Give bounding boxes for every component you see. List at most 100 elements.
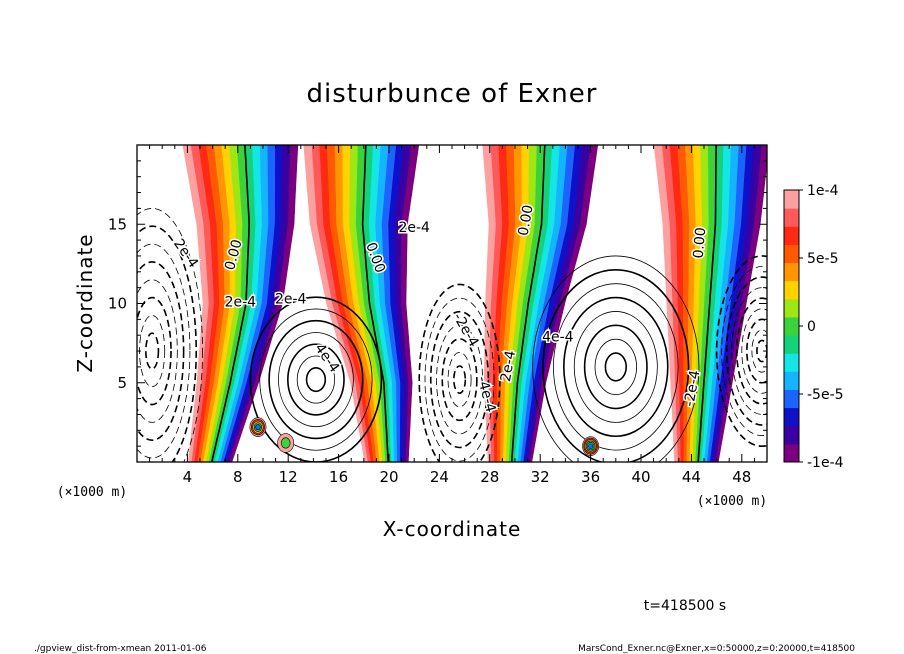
positive-blobs (249, 417, 600, 456)
x-tick-label-16: 16 (329, 468, 348, 486)
negative-cell-left-ring-1 (145, 332, 160, 370)
zero-contour-3 (510, 145, 546, 462)
x-tick-label-40: 40 (631, 468, 650, 486)
negative-cell-mid-ring-3 (441, 338, 478, 422)
negative-cell-left-ring-6 (137, 243, 191, 459)
colorbar-segment-10 (784, 280, 799, 300)
plume-4-band-15 (653, 145, 678, 462)
negative-cell-right-ring-5 (735, 297, 767, 405)
negative-cell-mid-ring-6 (424, 297, 495, 462)
negative-cell-right-ring-4 (741, 308, 767, 394)
colorbar-tick-label-3: 0 (807, 319, 816, 335)
y-tick-label-15: 15 (108, 215, 127, 233)
y-tick-label-5: 5 (117, 374, 127, 392)
positive-cell-b-ring-7 (542, 269, 690, 462)
negative-cell-right-ring-8 (721, 266, 767, 436)
x-axis: 4 8 12 16 20 24 28 32 36 40 44 48 (149, 145, 755, 486)
negative-cell-mid-ring-2 (447, 352, 472, 408)
zero-contour-2 (361, 145, 389, 462)
blob-3-level-2 (280, 437, 291, 449)
plot-area: 0.00 0.000.000.002e-44e-42e-4-2e-4-4e-42e… (137, 145, 767, 462)
plume-2-band-15 (303, 145, 368, 462)
colorbar: 1e-4 5e-5 0 -5e-5 -1e-4 (783, 183, 844, 471)
x-tick-label-32: 32 (531, 468, 550, 486)
x-unit-label-left: (×1000 m) (57, 485, 127, 500)
y-tick-label-10: 10 (108, 295, 127, 313)
x-tick-label-20: 20 (379, 468, 398, 486)
contour-labels: 0.00 0.000.000.002e-44e-42e-4-2e-4-4e-42e… (169, 202, 711, 416)
y-axis-label: Z-coordinate (73, 233, 97, 372)
x-tick-label-4: 4 (183, 468, 193, 486)
negative-cell-mid-ring-5 (429, 310, 490, 449)
x-tick-label-48: 48 (732, 468, 751, 486)
colorbar-segment-15 (784, 190, 799, 209)
x-tick-label-28: 28 (480, 468, 499, 486)
positive-cell-a-ring-5 (268, 319, 364, 440)
x-tick-label-44: 44 (682, 468, 701, 486)
time-label: t=418500 s (644, 598, 726, 614)
contour-label-14: 2e-4 (398, 220, 430, 236)
negative-cell-right-ring-2 (751, 329, 767, 373)
negative-cell-right-ring-7 (725, 276, 767, 426)
contour-label-13: 2e-4 (225, 295, 257, 311)
chart-title: disturbunce of Exner (307, 79, 598, 109)
x-tick-label-24: 24 (430, 468, 449, 486)
colorbar-tick-label-1: 1e-4 (807, 183, 839, 199)
footer-right: MarsCond_Exner.nc@Exner,x=0:50000,z=0:20… (578, 644, 855, 654)
x-unit-label-right: (×1000 m) (697, 494, 767, 509)
negative-cell-right-ring-9 (715, 255, 767, 447)
positive-cell-b-ring-8 (532, 255, 700, 462)
positive-cell-a-ring-1 (305, 367, 327, 393)
negative-cell-left-ring-8 (137, 208, 203, 462)
positive-cell-a-ring-4 (278, 332, 354, 428)
negative-cell-left-ring-5 (137, 261, 185, 441)
positive-cell-b-ring-6 (553, 283, 679, 451)
contour-lines (137, 208, 767, 462)
plume-3-band-15 (482, 145, 496, 462)
x-tick-label-36: 36 (581, 468, 600, 486)
negative-cell-left-ring-7 (137, 225, 198, 462)
x-tick-label-12: 12 (279, 468, 298, 486)
blob-2-level-6 (588, 443, 593, 449)
negative-cell-mid-ring-4 (436, 324, 483, 435)
colorbar-tick-label-2: 5e-5 (807, 251, 838, 267)
contour-label-11: 4e-4 (542, 330, 574, 346)
y-axis: 5 10 15 (108, 160, 767, 447)
contour-label-4: 0.00 (691, 227, 710, 259)
footer-left: ./gpview_dist-from-xmean 2011-01-06 (34, 644, 207, 654)
negative-cell-left-ring-3 (137, 296, 172, 406)
colorbar-segment-6 (784, 353, 799, 372)
colorbar-segment-5 (784, 371, 799, 390)
negative-cell-mid-ring-7 (418, 283, 501, 462)
colorbar-segment-11 (784, 262, 799, 282)
positive-cell-b-ring-3 (583, 324, 648, 410)
colorbar-segment-12 (784, 244, 799, 264)
negative-cell-right-ring-1 (756, 339, 767, 363)
positive-cell-b-ring-4 (573, 311, 658, 423)
plume-1-band-15 (182, 145, 209, 462)
colorbar-tick-label-5: -1e-4 (807, 455, 844, 471)
negative-cell-mid-ring-1 (452, 365, 467, 394)
positive-cell-b-ring-5 (563, 296, 669, 438)
positive-cell-a-ring-2 (296, 355, 336, 404)
colorbar-segment-8 (784, 316, 799, 336)
x-tick-label-8: 8 (233, 468, 243, 486)
colorbar-segment-3 (784, 407, 799, 427)
colorbar-segment-13 (784, 226, 799, 245)
positive-cell-b-ring-1 (604, 352, 627, 382)
negative-cell-left-ring-4 (137, 279, 178, 423)
colorbar-tick-label-4: -5e-5 (807, 387, 844, 403)
colorbar-segment-9 (784, 298, 799, 318)
contour-label-5: 2e-4 (275, 292, 307, 308)
colorbar-segment-14 (784, 208, 799, 227)
positive-cell-b-ring-2 (594, 338, 637, 396)
x-axis-label: X-coordinate (383, 517, 522, 541)
colorbar-segment-2 (784, 425, 799, 445)
positive-cell-a-ring-3 (287, 343, 345, 416)
zero-contour-1 (211, 145, 251, 462)
positive-cell-a-ring-6 (259, 308, 373, 451)
colorbar-segment-1 (784, 443, 799, 463)
colorbar-segment-7 (784, 335, 799, 354)
zero-contour-4 (697, 145, 717, 462)
